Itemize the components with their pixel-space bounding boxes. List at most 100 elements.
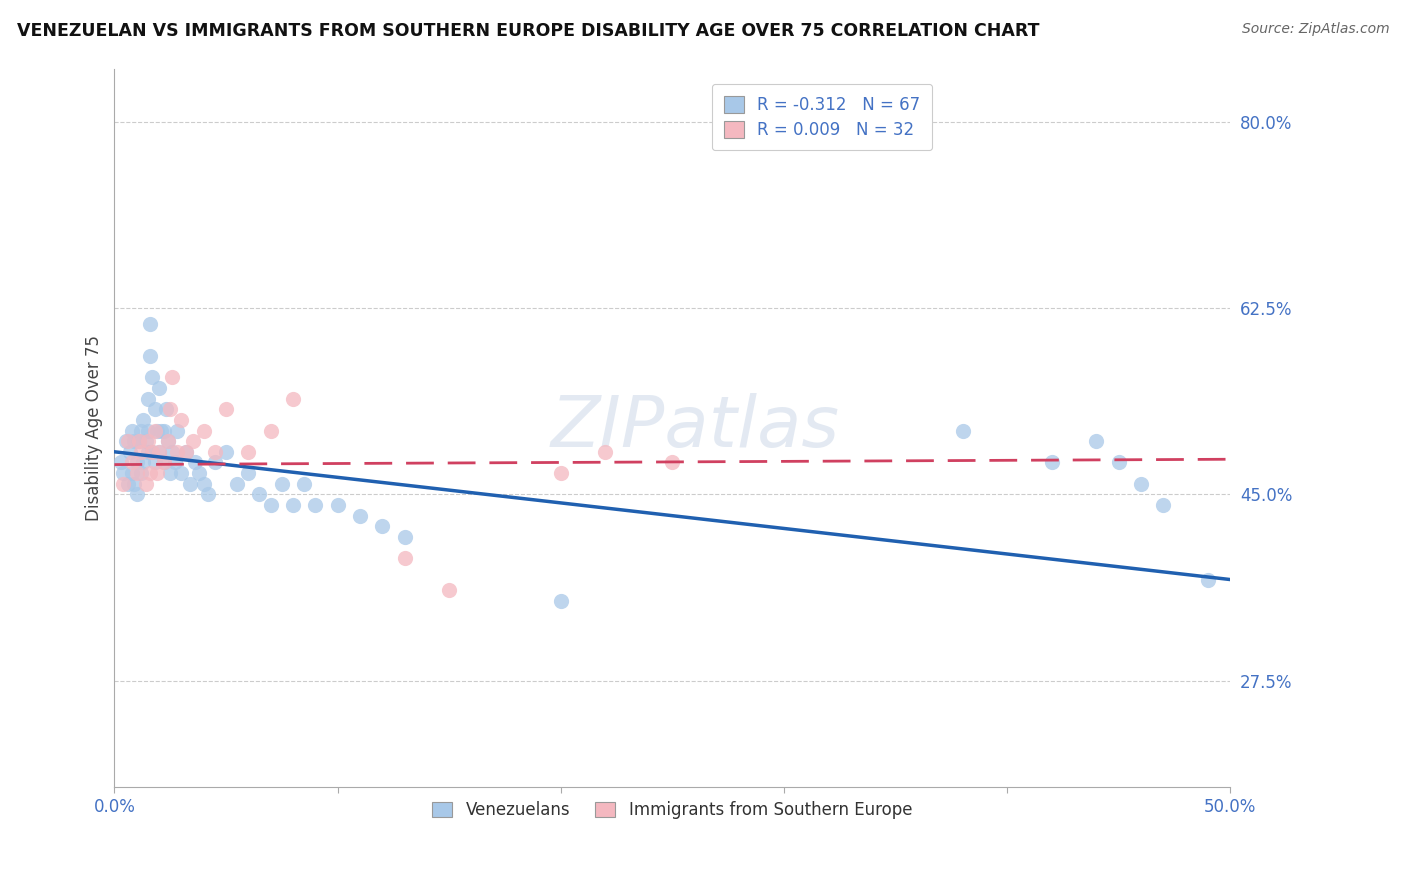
Point bbox=[139, 466, 162, 480]
Point bbox=[162, 370, 184, 384]
Point bbox=[159, 466, 181, 480]
Point bbox=[129, 424, 152, 438]
Point bbox=[143, 424, 166, 438]
Point bbox=[281, 498, 304, 512]
Point bbox=[215, 445, 238, 459]
Point bbox=[136, 424, 159, 438]
Point bbox=[1040, 455, 1063, 469]
Point bbox=[204, 455, 226, 469]
Point bbox=[141, 445, 163, 459]
Point bbox=[112, 466, 135, 480]
Point bbox=[146, 466, 169, 480]
Point bbox=[148, 381, 170, 395]
Point bbox=[550, 594, 572, 608]
Point bbox=[550, 466, 572, 480]
Point bbox=[394, 530, 416, 544]
Point bbox=[139, 349, 162, 363]
Point bbox=[152, 424, 174, 438]
Point bbox=[152, 455, 174, 469]
Point bbox=[132, 455, 155, 469]
Point bbox=[238, 445, 260, 459]
Point bbox=[129, 445, 152, 459]
Point bbox=[136, 434, 159, 449]
Point bbox=[114, 434, 136, 449]
Text: ZIPatlas: ZIPatlas bbox=[550, 393, 839, 462]
Point bbox=[193, 424, 215, 438]
Y-axis label: Disability Age Over 75: Disability Age Over 75 bbox=[86, 334, 103, 521]
Point bbox=[179, 476, 201, 491]
Point bbox=[148, 445, 170, 459]
Point bbox=[292, 476, 315, 491]
Point bbox=[181, 434, 204, 449]
Point bbox=[118, 445, 141, 459]
Point bbox=[121, 455, 143, 469]
Point bbox=[184, 455, 207, 469]
Point bbox=[259, 424, 281, 438]
Point bbox=[1130, 476, 1153, 491]
Point bbox=[110, 455, 132, 469]
Point bbox=[170, 413, 193, 427]
Point bbox=[152, 455, 174, 469]
Point bbox=[121, 466, 143, 480]
Point bbox=[226, 476, 249, 491]
Point bbox=[952, 424, 974, 438]
Point bbox=[595, 445, 617, 459]
Point bbox=[125, 455, 148, 469]
Point bbox=[139, 317, 162, 331]
Point bbox=[197, 487, 219, 501]
Point bbox=[1085, 434, 1108, 449]
Point bbox=[135, 476, 157, 491]
Point bbox=[349, 508, 371, 523]
Point bbox=[136, 445, 159, 459]
Point bbox=[143, 455, 166, 469]
Point bbox=[125, 487, 148, 501]
Point bbox=[117, 434, 139, 449]
Point bbox=[304, 498, 326, 512]
Point bbox=[128, 434, 150, 449]
Point bbox=[132, 413, 155, 427]
Point bbox=[129, 466, 152, 480]
Point bbox=[125, 466, 148, 480]
Point bbox=[281, 392, 304, 406]
Text: VENEZUELAN VS IMMIGRANTS FROM SOUTHERN EUROPE DISABILITY AGE OVER 75 CORRELATION: VENEZUELAN VS IMMIGRANTS FROM SOUTHERN E… bbox=[17, 22, 1039, 40]
Point bbox=[155, 402, 177, 417]
Point bbox=[394, 551, 416, 566]
Point bbox=[136, 392, 159, 406]
Legend: Venezuelans, Immigrants from Southern Europe: Venezuelans, Immigrants from Southern Eu… bbox=[426, 794, 920, 826]
Point bbox=[166, 424, 188, 438]
Point bbox=[259, 498, 281, 512]
Point bbox=[170, 466, 193, 480]
Point bbox=[135, 434, 157, 449]
Point bbox=[166, 445, 188, 459]
Point bbox=[193, 476, 215, 491]
Point bbox=[174, 445, 197, 459]
Point bbox=[270, 476, 292, 491]
Point bbox=[371, 519, 394, 533]
Point bbox=[143, 402, 166, 417]
Point bbox=[1108, 455, 1130, 469]
Point bbox=[128, 434, 150, 449]
Point bbox=[148, 445, 170, 459]
Point bbox=[1152, 498, 1174, 512]
Point bbox=[141, 445, 163, 459]
Point bbox=[146, 424, 169, 438]
Point bbox=[437, 583, 460, 598]
Point bbox=[249, 487, 271, 501]
Point bbox=[204, 445, 226, 459]
Point bbox=[159, 402, 181, 417]
Point bbox=[238, 466, 260, 480]
Point bbox=[150, 424, 173, 438]
Point bbox=[174, 445, 197, 459]
Point bbox=[156, 434, 179, 449]
Point bbox=[112, 476, 135, 491]
Point bbox=[162, 445, 184, 459]
Point bbox=[121, 424, 143, 438]
Point bbox=[141, 370, 163, 384]
Point bbox=[215, 402, 238, 417]
Point bbox=[326, 498, 349, 512]
Point bbox=[156, 434, 179, 449]
Point bbox=[188, 466, 211, 480]
Point bbox=[124, 434, 146, 449]
Point bbox=[661, 455, 683, 469]
Point bbox=[117, 476, 139, 491]
